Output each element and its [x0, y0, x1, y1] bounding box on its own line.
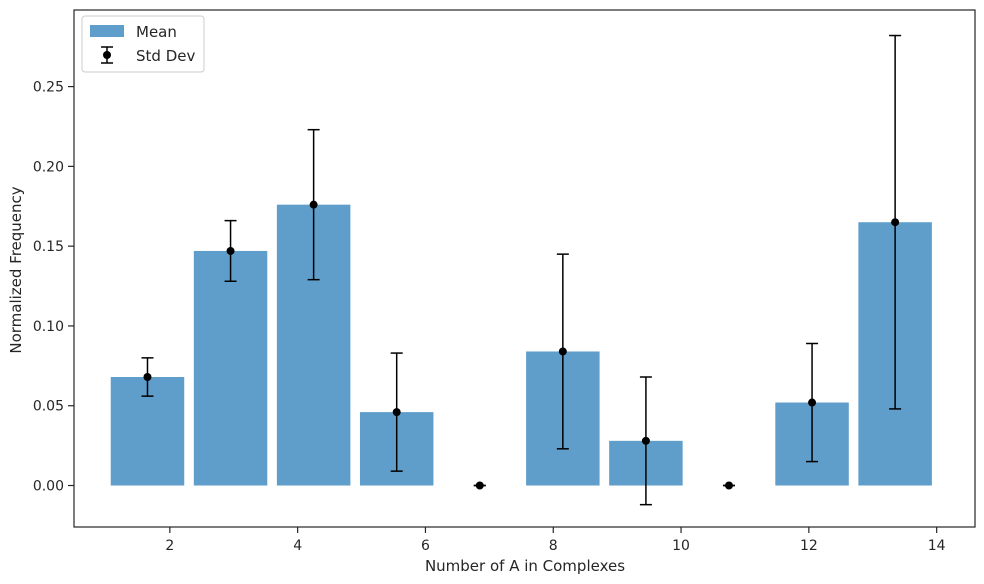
- y-tick-label: 0.00: [33, 479, 64, 495]
- error-bar: [806, 342, 819, 463]
- error-bar: [556, 253, 569, 450]
- y-tick-label: 0.20: [33, 159, 64, 175]
- x-axis-label: Number of A in Complexes: [425, 557, 625, 575]
- error-bar: [722, 481, 735, 490]
- legend: Mean Std Dev: [81, 15, 205, 73]
- error-bar: [390, 352, 403, 472]
- plot-frame: [73, 9, 976, 528]
- error-bar: [473, 481, 486, 490]
- mean-point: [226, 246, 235, 255]
- axes: 2 4 6 8 10 12 14 0.00 0.05 0.10 0.15 0.20 0.25: [33, 9, 976, 554]
- mean-point: [143, 373, 152, 382]
- error-bar: [224, 219, 237, 283]
- x-tick-label: 8: [549, 538, 558, 554]
- mean-point: [392, 408, 401, 417]
- mean-point: [558, 347, 567, 356]
- error-bar: [307, 128, 320, 281]
- mean-point: [475, 481, 484, 490]
- y-tick-label: 0.05: [33, 399, 64, 415]
- mean-point: [891, 218, 900, 227]
- y-tick-label: 0.10: [33, 319, 64, 335]
- legend-mean-swatch: [90, 25, 124, 37]
- mean-point: [808, 398, 817, 407]
- error-bar: [639, 376, 652, 506]
- x-tick-label: 12: [800, 538, 818, 554]
- legend-std-marker: [101, 46, 113, 64]
- x-tick-label: 2: [165, 538, 174, 554]
- plot-area: [110, 34, 932, 506]
- error-bar: [889, 34, 902, 410]
- y-axis-label: Normalized Frequency: [7, 186, 25, 353]
- legend-mean-label: Mean: [136, 23, 177, 41]
- mean-point: [641, 436, 650, 445]
- x-tick-label: 10: [672, 538, 690, 554]
- mean-point: [309, 200, 318, 209]
- mean-point: [724, 481, 733, 490]
- x-tick-label: 6: [421, 538, 430, 554]
- y-tick-label: 0.15: [33, 239, 64, 255]
- y-tick-label: 0.25: [33, 80, 64, 96]
- legend-std-label: Std Dev: [136, 47, 195, 65]
- x-tick-label: 4: [293, 538, 302, 554]
- bar: [193, 250, 268, 486]
- error-bar: [141, 357, 154, 397]
- x-tick-label: 14: [928, 538, 946, 554]
